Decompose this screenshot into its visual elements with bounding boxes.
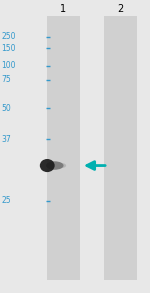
Ellipse shape — [55, 163, 66, 168]
Text: 2: 2 — [117, 4, 123, 14]
Text: 25: 25 — [2, 196, 11, 205]
Bar — [46, 16, 80, 280]
Bar — [103, 16, 136, 280]
Ellipse shape — [40, 159, 55, 172]
Text: 75: 75 — [2, 75, 11, 84]
Text: 150: 150 — [2, 44, 16, 53]
Text: 100: 100 — [2, 62, 16, 70]
Text: 250: 250 — [2, 32, 16, 41]
Text: 1: 1 — [60, 4, 66, 14]
Text: 37: 37 — [2, 135, 11, 144]
Text: 50: 50 — [2, 104, 11, 113]
Ellipse shape — [46, 161, 64, 170]
